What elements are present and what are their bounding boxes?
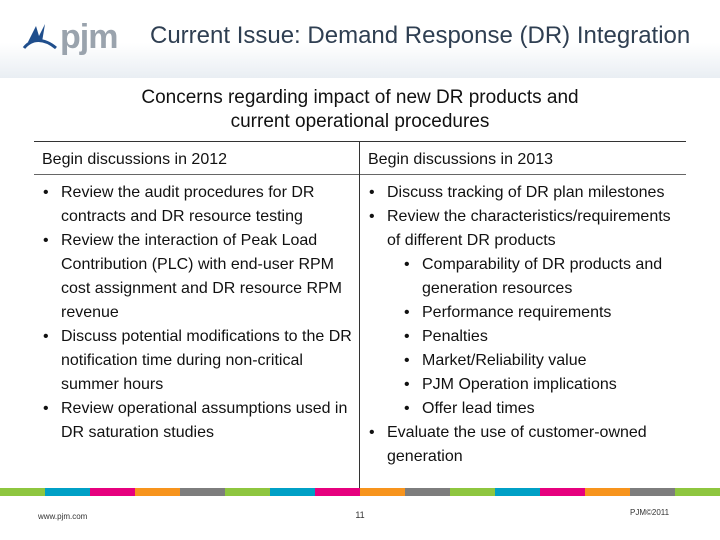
stripe-segment: [360, 488, 405, 496]
bullet-icon: •: [404, 304, 410, 321]
column-heading: Begin discussions in 2012: [34, 142, 359, 175]
bullet-list: • Discuss tracking of DR plan milestones …: [360, 175, 686, 469]
bullet-icon: •: [369, 424, 375, 441]
bullet-icon: •: [404, 376, 410, 393]
list-item: • Discuss potential modifications to the …: [34, 325, 359, 397]
sub-list-item: • Market/Reliability value: [360, 349, 686, 373]
list-item: • Review operational assumptions used in …: [34, 397, 359, 445]
stripe-segment: [135, 488, 180, 496]
bullet-icon: •: [43, 328, 49, 345]
stripe-segment: [675, 488, 720, 496]
sub-list-item: • Performance requirements: [360, 301, 686, 325]
bullet-icon: •: [404, 256, 410, 273]
pjm-emblem-icon: [22, 24, 57, 50]
stripe-segment: [540, 488, 585, 496]
footer-url: www.pjm.com: [38, 512, 88, 521]
page-number: 11: [355, 510, 365, 520]
list-item: • Review the interaction of Peak Load Con…: [34, 229, 359, 325]
bullet-icon: •: [43, 232, 49, 249]
slide-title: Current Issue: Demand Response (DR) Inte…: [150, 22, 691, 49]
stripe-segment: [630, 488, 675, 496]
list-item: • Discuss tracking of DR plan milestones: [360, 181, 686, 205]
stripe-segment: [180, 488, 225, 496]
stripe-segment: [315, 488, 360, 496]
list-item: • Review the characteristics/requirements…: [360, 205, 686, 253]
stripe-segment: [270, 488, 315, 496]
slide-subtitle: Concerns regarding impact of new DR prod…: [60, 86, 660, 134]
slide-header: pjm Current Issue: Demand Response (DR) …: [0, 0, 720, 78]
stripe-segment: [90, 488, 135, 496]
stripe-segment: [450, 488, 495, 496]
stripe-segment: [405, 488, 450, 496]
bullet-icon: •: [404, 352, 410, 369]
bullet-icon: •: [369, 184, 375, 201]
stripe-segment: [495, 488, 540, 496]
sub-list-item: • Offer lead times: [360, 397, 686, 421]
bullet-icon: •: [369, 208, 375, 225]
sub-list-item: • Penalties: [360, 325, 686, 349]
bullet-icon: •: [404, 328, 410, 345]
slide-footer: www.pjm.com 11 PJM©2011: [0, 496, 720, 540]
pjm-logo: pjm: [22, 18, 132, 56]
subtitle-line-2: current operational procedures: [230, 111, 490, 132]
subtitle-line-1: Concerns regarding impact of new DR prod…: [141, 87, 579, 108]
sub-list-item: • PJM Operation implications: [360, 373, 686, 397]
column-2013: Begin discussions in 2013 • Discuss track…: [360, 142, 686, 489]
bullet-icon: •: [43, 184, 49, 201]
footer-color-stripe: [0, 488, 720, 496]
list-item: • Review the audit procedures for DR cont…: [34, 181, 359, 229]
stripe-segment: [585, 488, 630, 496]
bullet-list: • Review the audit procedures for DR cont…: [34, 175, 359, 445]
bullet-icon: •: [43, 400, 49, 417]
sub-list-item: • Comparability of DR products and genera…: [360, 253, 686, 301]
discussion-table: Begin discussions in 2012 • Review the au…: [34, 141, 686, 489]
bullet-icon: •: [404, 400, 410, 417]
stripe-segment: [225, 488, 270, 496]
stripe-segment: [0, 488, 45, 496]
footer-copyright: PJM©2011: [630, 508, 670, 517]
stripe-segment: [45, 488, 90, 496]
column-2012: Begin discussions in 2012 • Review the au…: [34, 142, 360, 489]
column-heading: Begin discussions in 2013: [360, 142, 686, 175]
list-item: • Evaluate the use of customer-owned gene…: [360, 421, 686, 469]
logo-text: pjm: [60, 18, 118, 56]
